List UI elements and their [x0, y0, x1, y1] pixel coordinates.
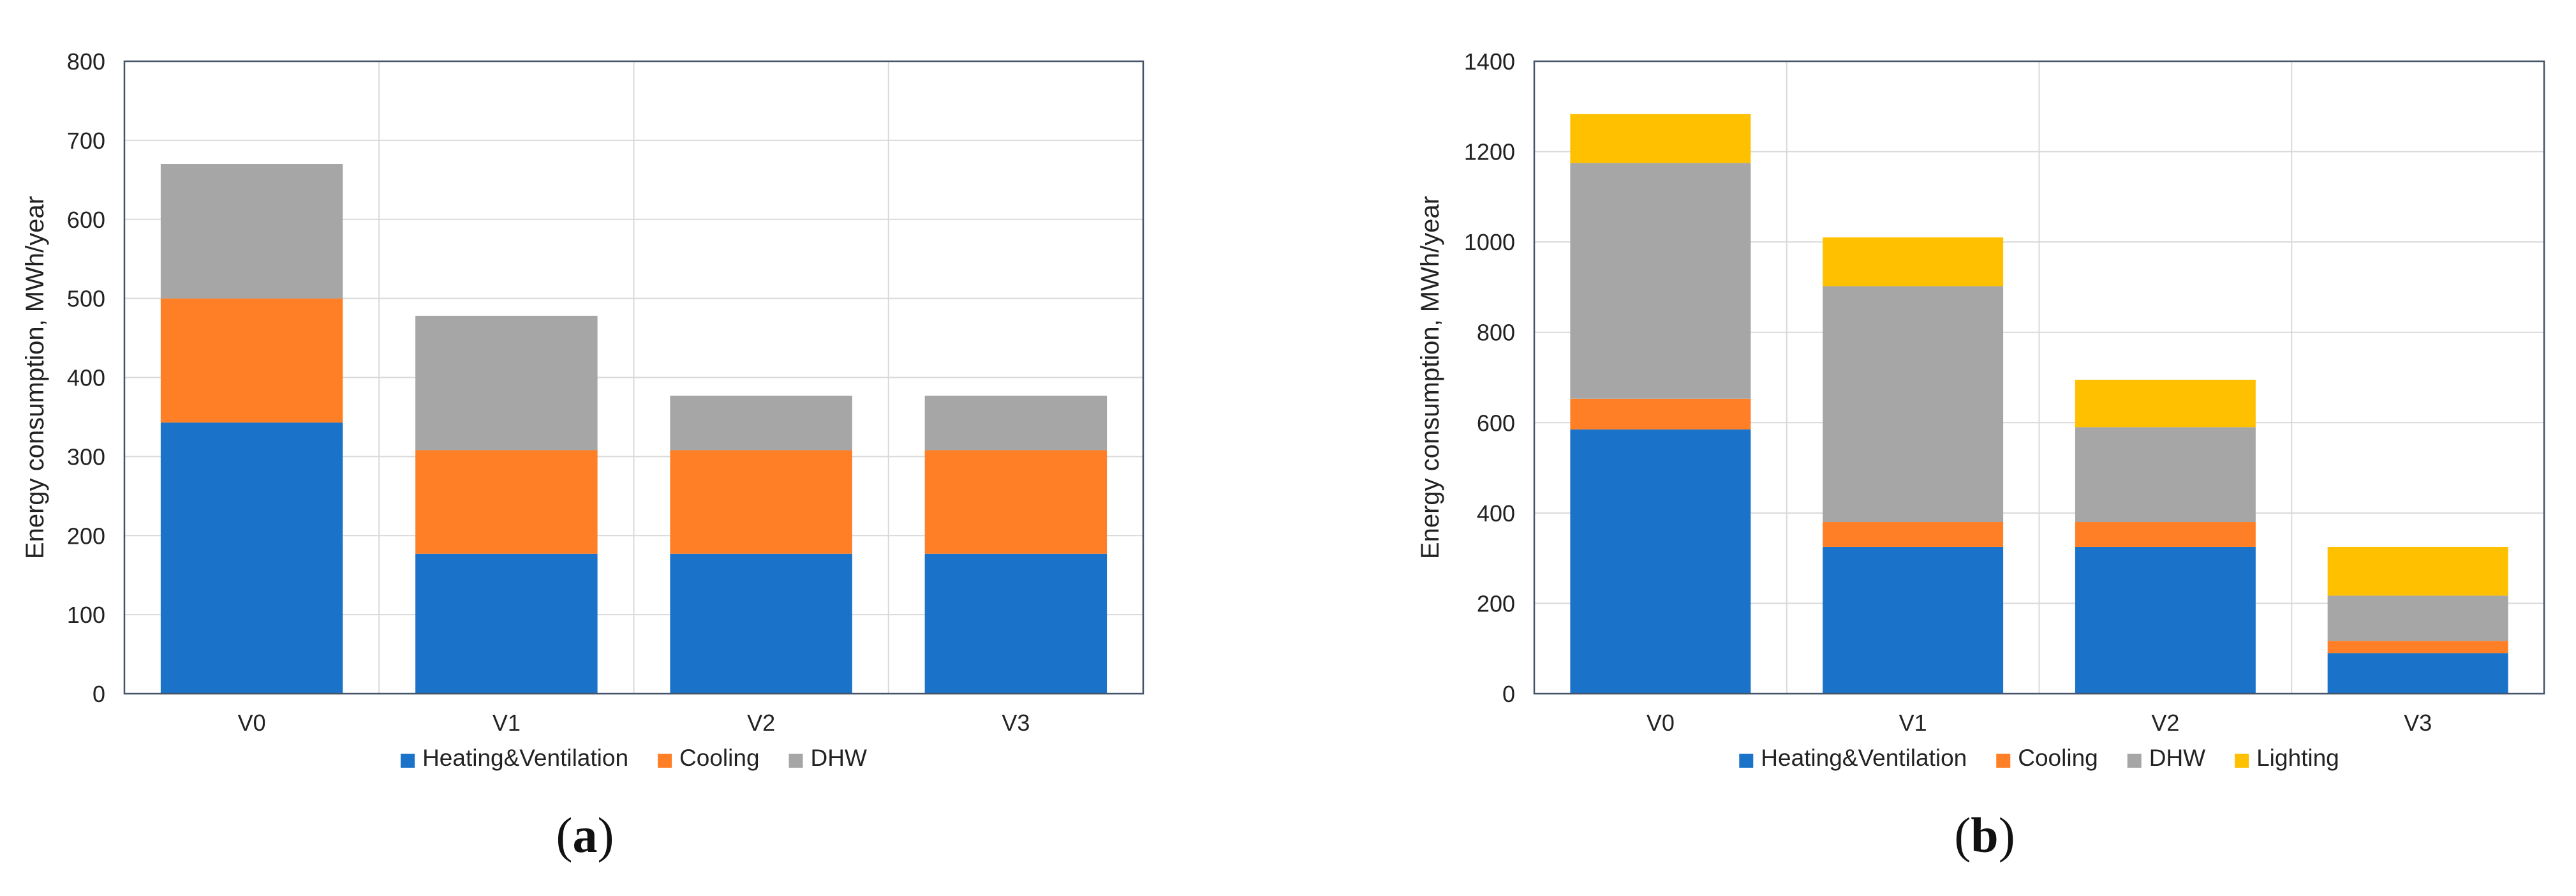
legend-label: DHW — [811, 745, 867, 771]
y-tick-label: 400 — [67, 365, 105, 391]
y-tick-label: 100 — [67, 602, 105, 628]
legend-item-lighting: Lighting — [2235, 745, 2339, 771]
panel-label: (b) — [1954, 807, 2015, 863]
bar-lighting-v1 — [1823, 237, 2004, 287]
x-tick-label: V1 — [492, 710, 521, 736]
bar-heating-ventilation-v1 — [1823, 546, 2004, 694]
y-tick-label: 1400 — [1464, 49, 1515, 75]
bar-cooling-v2 — [2075, 522, 2256, 547]
bar-cooling-v3 — [2327, 641, 2508, 653]
plot-frame — [123, 60, 1144, 695]
x-tick-label: V2 — [2151, 710, 2179, 736]
y-tick-label: 200 — [1477, 590, 1515, 616]
bar-cooling-v1 — [415, 450, 598, 554]
y-tick-label: 0 — [93, 681, 105, 707]
bar-heating-ventilation-v0 — [1570, 429, 1751, 694]
y-tick-label: 600 — [67, 207, 105, 233]
bar-heating-ventilation-v2 — [670, 553, 852, 694]
legend-item-cooling: Cooling — [658, 745, 760, 771]
chart-a: V0 V1 V2 V3 0 100 200 300 400 500 600 700 800 Energy … — [21, 49, 1144, 863]
legend: Heating&Ventilation Cooling DHW Lighting — [1739, 745, 2339, 771]
y-tick-label: 1200 — [1464, 139, 1515, 165]
legend-swatch — [788, 754, 803, 768]
legend-item-cooling: Cooling — [1996, 745, 2098, 771]
x-tick-label: V0 — [238, 710, 266, 736]
y-tick-label: 800 — [67, 49, 105, 75]
legend-item-dhw: DHW — [2127, 745, 2205, 771]
y-tick-label: 300 — [67, 444, 105, 470]
y-axis-title: Energy consumption, MWh/year — [1416, 196, 1444, 559]
x-tick-label: V0 — [1647, 710, 1675, 736]
chart-b: V0 V1 V2 V3 0 200 400 600 800 1000 1200 1400 Energy … — [1416, 49, 2545, 863]
y-axis-title: Energy consumption, MWh/year — [21, 196, 49, 559]
x-tick-label: V3 — [2404, 710, 2432, 736]
bar-dhw-v0 — [160, 164, 343, 299]
bar-dhw-v1 — [415, 315, 598, 451]
bar-heating-ventilation-v0 — [160, 422, 343, 694]
y-tick-label: 800 — [1477, 320, 1515, 346]
bar-heating-ventilation-v1 — [415, 553, 598, 694]
bar-dhw-v3 — [924, 395, 1107, 451]
x-tick-label: V1 — [1899, 710, 1927, 736]
legend-label: Cooling — [679, 745, 759, 771]
bar-heating-ventilation-v3 — [924, 553, 1107, 694]
plot-frame — [1533, 60, 2545, 695]
bar-cooling-v2 — [670, 450, 852, 554]
bar-heating-ventilation-v3 — [2327, 653, 2508, 694]
legend-swatch — [1739, 754, 1754, 768]
legend-label: Lighting — [2256, 745, 2339, 771]
legend: Heating&Ventilation Cooling DHW — [401, 745, 867, 771]
bar-heating-ventilation-v2 — [2075, 546, 2256, 694]
bar-dhw-v3 — [2327, 595, 2508, 641]
bar-dhw-v0 — [1570, 163, 1751, 399]
legend-label: Cooling — [2018, 745, 2098, 771]
bar-lighting-v3 — [2327, 546, 2508, 596]
legend-swatch — [658, 754, 672, 768]
bar-dhw-v1 — [1823, 286, 2004, 523]
bar-cooling-v0 — [160, 298, 343, 423]
y-tick-label: 1000 — [1464, 229, 1515, 255]
y-tick-label: 600 — [1477, 410, 1515, 436]
bar-cooling-v1 — [1823, 522, 2004, 547]
bar-lighting-v0 — [1570, 114, 1751, 163]
y-tick-label: 0 — [1502, 681, 1515, 707]
panel-label: (a) — [556, 807, 614, 863]
y-tick-label: 400 — [1477, 500, 1515, 526]
legend-label: DHW — [2149, 745, 2205, 771]
bar-lighting-v2 — [2075, 380, 2256, 428]
legend-swatch — [2235, 754, 2249, 768]
legend-swatch — [401, 754, 415, 768]
legend-label: Heating&Ventilation — [422, 745, 628, 771]
legend-label: Heating&Ventilation — [1761, 745, 1967, 771]
x-tick-label: V2 — [747, 710, 775, 736]
x-tick-label: V3 — [1002, 710, 1030, 736]
y-tick-label: 200 — [67, 523, 105, 549]
legend-item-dhw: DHW — [788, 745, 867, 771]
legend-item-heating-ventilation: Heating&Ventilation — [1739, 745, 1967, 771]
legend-item-heating-ventilation: Heating&Ventilation — [401, 745, 628, 771]
bar-dhw-v2 — [670, 395, 852, 451]
legend-swatch — [1996, 754, 2011, 768]
y-tick-label: 500 — [67, 286, 105, 312]
y-tick-label: 700 — [67, 128, 105, 154]
bar-cooling-v3 — [924, 450, 1107, 554]
bar-cooling-v0 — [1570, 398, 1751, 429]
bar-dhw-v2 — [2075, 427, 2256, 523]
legend-swatch — [2127, 754, 2142, 768]
